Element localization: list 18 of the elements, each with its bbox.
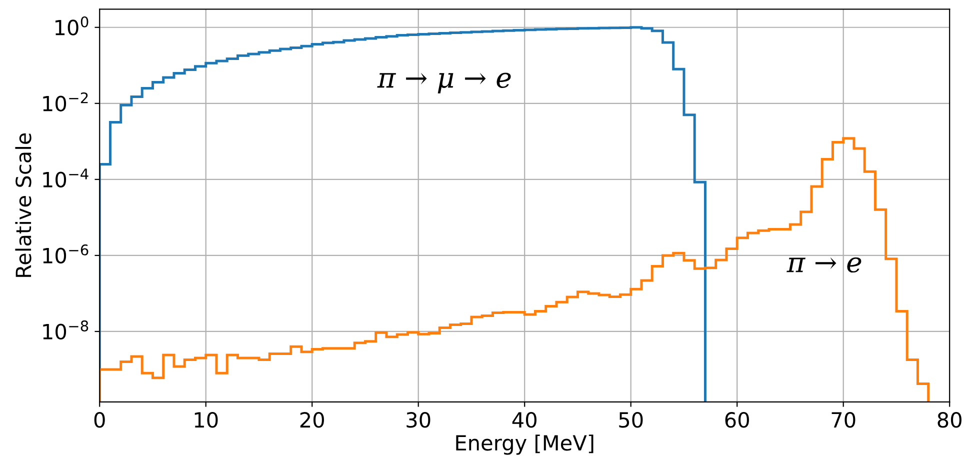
y-tick-label: 10$^{−2}$ xyxy=(43,92,88,112)
x-tick-label: 40 xyxy=(512,412,536,428)
y-tick-label: 10$^{−8}$ xyxy=(43,320,88,340)
x-tick-label: 20 xyxy=(300,412,324,428)
x-axis-title: Energy [MeV] xyxy=(456,434,594,455)
x-tick-label: 0 xyxy=(94,412,105,428)
annotation: π → e xyxy=(786,257,862,273)
x-tick-label: 50 xyxy=(619,412,643,428)
x-tick-label: 70 xyxy=(832,412,856,428)
y-tick-label: 10$^{−4}$ xyxy=(43,168,88,188)
y-tick-label: 10$^{−6}$ xyxy=(43,244,88,264)
y-axis-title: Relative Scale xyxy=(15,133,32,277)
annotation: π → μ → e xyxy=(377,72,511,94)
y-tick-label: 10$^{0}$ xyxy=(56,16,88,36)
x-tick-label: 80 xyxy=(938,412,962,428)
x-tick-label: 60 xyxy=(725,412,749,428)
x-tick-label: 10 xyxy=(194,412,218,428)
x-tick-label: 30 xyxy=(406,412,430,428)
